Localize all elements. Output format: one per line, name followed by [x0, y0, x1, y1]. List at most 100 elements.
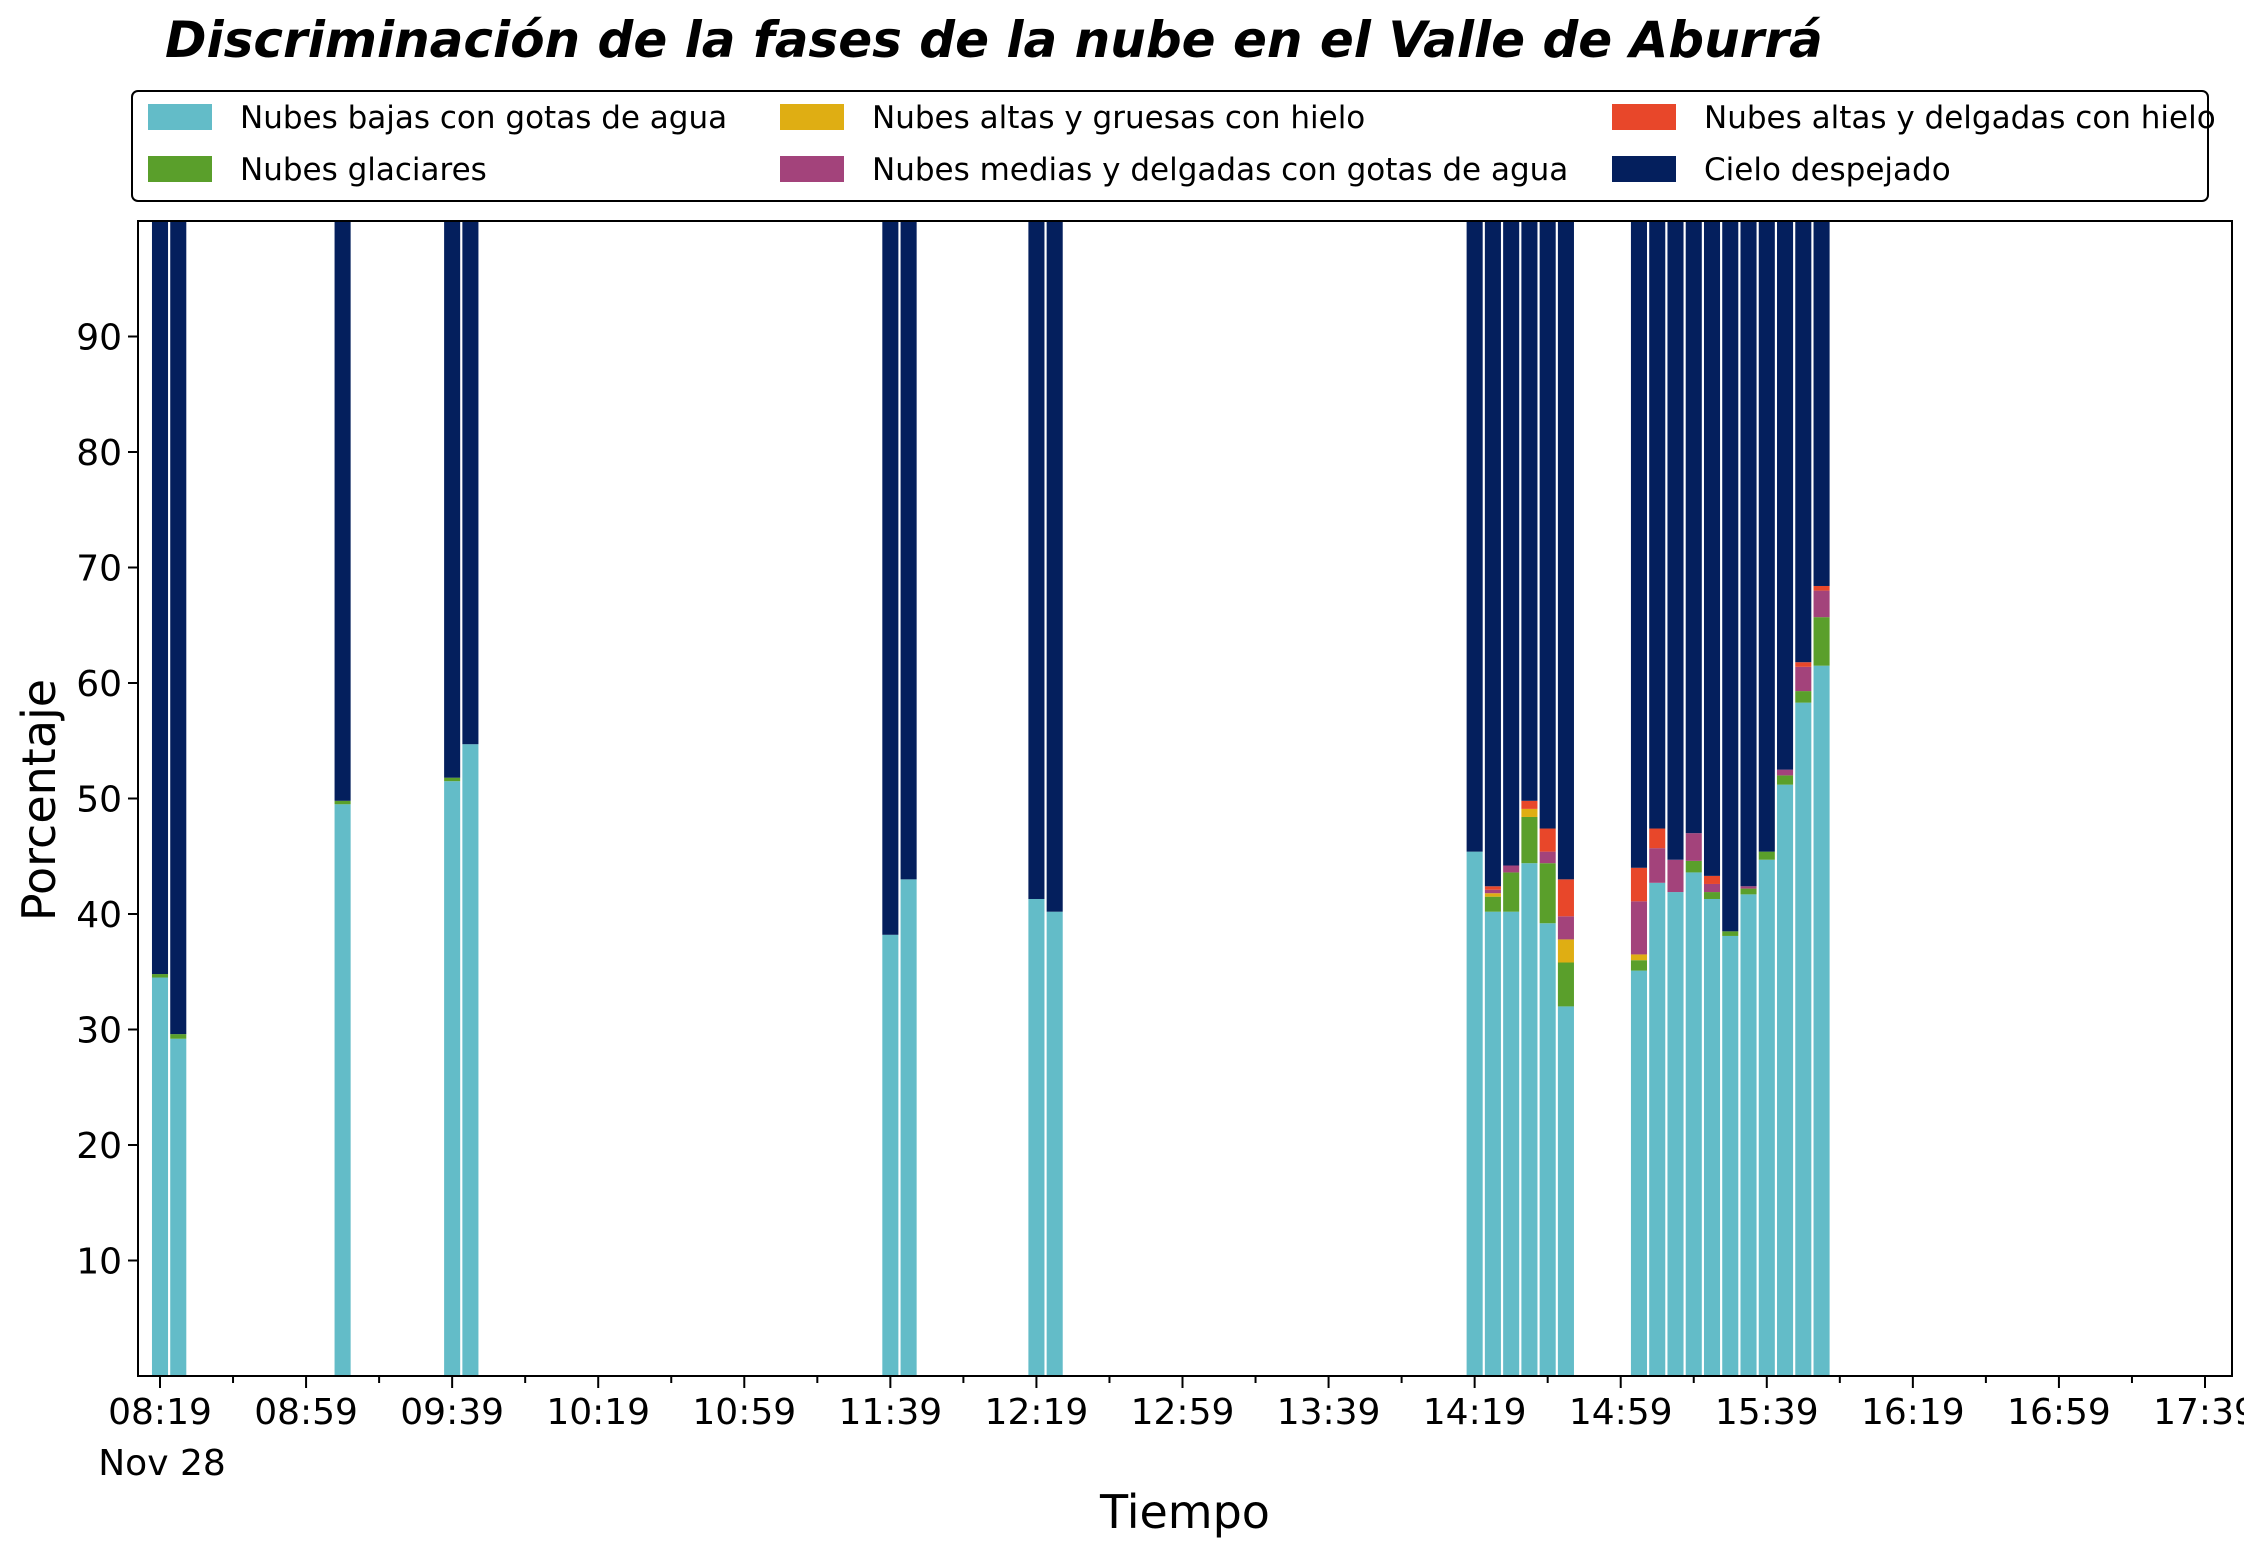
legend-label-6: Cielo despejado [1704, 152, 1951, 188]
bar-segment-1 [1758, 859, 1775, 1376]
bar-stack-1429 [1503, 221, 1520, 1376]
bar-segment-6 [1649, 221, 1666, 829]
bar-segment-5 [1795, 662, 1812, 667]
bar-segment-6 [1667, 221, 1684, 860]
bar-segment-1 [1521, 863, 1538, 1376]
bar-segment-1 [1028, 898, 1045, 1376]
bar-stack-1419 [1466, 221, 1483, 1376]
bar-stack-1444 [1557, 221, 1574, 1376]
bar-segment-6 [1557, 221, 1574, 880]
bar-stack-0824 [170, 221, 187, 1376]
x-axis: 08:19 08:59 09:39 10:19 10:59 11:39 12:19 12:59… [108, 1376, 2244, 1433]
bar-segment-1 [1539, 923, 1556, 1376]
bar-segment-2 [1685, 860, 1702, 873]
bar-segment-3 [1521, 808, 1538, 817]
x-axis-label: Tiempo [1099, 1485, 1270, 1539]
x-tick-label: 13:39 [1277, 1392, 1381, 1433]
bar-segment-6 [1685, 221, 1702, 834]
bar-segment-2 [1758, 851, 1775, 860]
bar-stack-1219 [1028, 221, 1045, 1376]
bar-segment-1 [151, 977, 169, 1376]
bar-segment-6 [1539, 221, 1556, 829]
bar-segment-2 [1521, 816, 1538, 864]
bar-segment-3 [1484, 893, 1501, 897]
bar-segment-4 [1703, 883, 1721, 893]
x-tick-label: 08:59 [254, 1392, 358, 1433]
legend-label-1: Nubes bajas con gotas de agua [240, 100, 727, 136]
bar-segment-6 [444, 221, 461, 778]
bar-segment-6 [1630, 221, 1648, 868]
bar-segment-2 [1795, 691, 1812, 703]
bar-segment-1 [1466, 851, 1483, 1376]
y-axis-label: Porcentaje [12, 679, 66, 921]
bar-segment-2 [334, 800, 351, 805]
bar-segment-6 [151, 221, 169, 975]
bar-segment-6 [1758, 221, 1775, 852]
legend-swatch-3 [780, 104, 844, 130]
x-tick-label: 12:59 [1131, 1392, 1235, 1433]
bar-segment-6 [900, 221, 917, 880]
bar-segment-2 [1740, 888, 1757, 895]
legend-label-2: Nubes glaciares [240, 152, 487, 188]
bar-segment-6 [1740, 221, 1757, 887]
bar-segment-6 [1813, 221, 1830, 586]
bar-segment-2 [1557, 962, 1574, 1007]
x-tick-label: 10:59 [692, 1392, 796, 1433]
bar-segment-4 [1740, 886, 1757, 889]
bar-segment-1 [900, 879, 917, 1376]
bar-segment-6 [1521, 221, 1538, 801]
bar-segment-4 [1667, 859, 1684, 893]
x-tick-label: 15:39 [1715, 1392, 1819, 1433]
bar-segment-1 [1740, 894, 1757, 1376]
y-tick-label: 40 [76, 895, 122, 936]
bar-stack-0909 [334, 221, 351, 1376]
bar-segment-2 [1703, 892, 1721, 899]
bar-segment-2 [1813, 617, 1830, 666]
bar-stack-0944 [462, 221, 479, 1376]
bar-segment-5 [1813, 585, 1830, 591]
bar-segment-1 [1484, 911, 1501, 1376]
bar-segment-5 [1630, 867, 1648, 902]
legend-swatch-4 [780, 156, 844, 182]
bar-stack-1529 [1722, 221, 1739, 1376]
x-tick-label: 11:39 [838, 1392, 942, 1433]
y-tick-label: 10 [76, 1242, 122, 1283]
bar-segment-6 [170, 221, 187, 1035]
bar-stack-1514 [1667, 221, 1684, 1376]
x-tick-label: 12:19 [985, 1392, 1089, 1433]
bar-segment-2 [1539, 863, 1556, 924]
bar-segment-1 [1630, 970, 1648, 1376]
bar-segment-1 [170, 1038, 187, 1376]
y-tick-label: 70 [76, 549, 122, 590]
legend-swatch-6 [1612, 156, 1676, 182]
bar-segment-6 [1503, 221, 1520, 866]
bar-segment-4 [1484, 889, 1501, 894]
bar-segment-1 [1703, 898, 1721, 1376]
bar-segment-5 [1484, 886, 1501, 890]
legend-swatch-5 [1612, 104, 1676, 130]
bar-segment-1 [334, 804, 351, 1376]
bar-segment-3 [1557, 939, 1574, 963]
bar-segment-1 [882, 934, 899, 1376]
bar-segment-2 [151, 974, 169, 978]
y-tick-label: 80 [76, 433, 122, 474]
bar-segment-4 [1685, 833, 1702, 861]
bar-segment-6 [1028, 221, 1045, 899]
bar-segment-1 [1667, 892, 1684, 1376]
legend-box [131, 90, 2209, 202]
x-tick-label: 10:19 [546, 1392, 650, 1433]
bar-stack-1139 [882, 221, 899, 1376]
bar-segment-1 [1557, 1006, 1574, 1376]
chart-title: Discriminación de la fases de la nube en… [165, 11, 1823, 69]
x-tick-label: 14:59 [1569, 1392, 1673, 1433]
y-tick-label: 20 [76, 1126, 122, 1167]
bar-segment-4 [1795, 666, 1812, 692]
legend-swatch-1 [148, 104, 212, 130]
x-date-label: Nov 28 [98, 1443, 226, 1484]
bar-segment-2 [444, 777, 461, 782]
bar-segment-2 [1777, 775, 1794, 785]
bar-segment-6 [1795, 221, 1812, 663]
bar-segment-2 [1630, 960, 1648, 971]
x-tick-label: 16:19 [1861, 1392, 1965, 1433]
